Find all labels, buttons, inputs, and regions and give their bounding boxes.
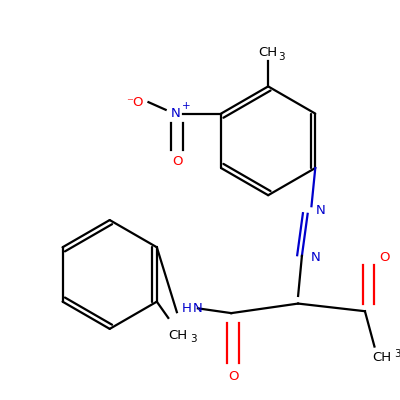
Text: 3: 3 (394, 349, 400, 359)
Text: 3: 3 (190, 334, 196, 344)
Text: N: N (310, 251, 320, 264)
Text: N: N (193, 302, 203, 315)
Text: O: O (228, 370, 238, 383)
Text: CH: CH (372, 352, 392, 364)
Text: O: O (379, 251, 389, 264)
Text: +: + (182, 101, 191, 111)
Text: CH: CH (258, 46, 278, 60)
Text: H: H (182, 302, 191, 315)
Text: ⁻O: ⁻O (126, 96, 144, 109)
Text: O: O (172, 155, 182, 168)
Text: N: N (170, 107, 180, 120)
Text: CH: CH (168, 328, 187, 342)
Text: N: N (316, 204, 326, 216)
Text: 3: 3 (278, 52, 285, 62)
